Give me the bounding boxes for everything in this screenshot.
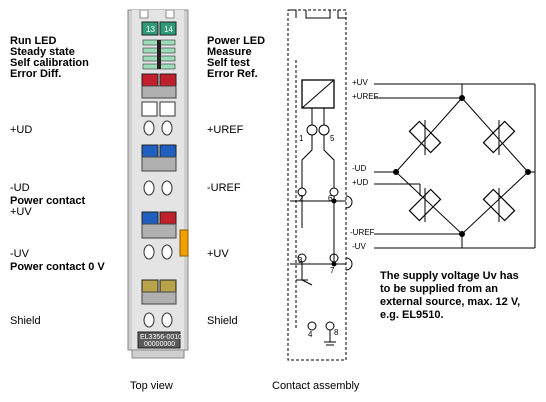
label-power-contact: Power contact [10, 195, 86, 207]
label-error-diff: Error Diff. [10, 68, 62, 80]
caption-contact-assembly: Contact assembly [272, 380, 360, 392]
label-plus-uv: +UV [10, 206, 32, 218]
pin-7: 7 [330, 266, 335, 275]
label-steady-state: Steady state [10, 46, 75, 58]
label-plus-uv-right: +UV [207, 248, 229, 260]
pin-3: 3 [298, 256, 303, 265]
bridge-label-plus-uv: +UV [352, 78, 368, 87]
terminal-serial-label: 00000000 [144, 341, 176, 348]
bridge-label-minus-uref: -UREF [350, 228, 375, 237]
bridge-label-minus-ud: -UD [352, 164, 367, 173]
label-self-test: Self test [207, 57, 250, 69]
pin-1: 1 [299, 134, 304, 143]
label-run-led: Run LED [10, 35, 57, 47]
terminal-top-view [127, 9, 189, 359]
bridge-label-plus-ud: +UD [352, 178, 369, 187]
label-self-calibration: Self calibration [10, 57, 89, 69]
supply-voltage-note: The supply voltage Uv has to be supplied… [380, 270, 521, 321]
label-power-led: Power LED [207, 35, 266, 47]
contact-assembly [287, 9, 353, 361]
caption-top-view: Top view [130, 380, 173, 392]
label-measure: Measure [207, 46, 252, 58]
label-plus-ud: +UD [10, 124, 33, 136]
bridge-label-minus-uv: -UV [352, 242, 366, 251]
label-error-ref: Error Ref. [207, 68, 258, 80]
pin-2: 2 [299, 194, 304, 203]
label-minus-ud: -UD [10, 182, 30, 194]
label-shield-right: Shield [207, 315, 238, 327]
pin-4: 4 [308, 330, 313, 339]
pin-6: 6 [328, 194, 333, 203]
bridge-label-plus-uref: +UREF [352, 92, 379, 101]
led-label-14: 14 [164, 25, 173, 34]
pin-8: 8 [334, 328, 339, 337]
label-plus-uref: +UREF [207, 124, 244, 136]
led-label-13: 13 [146, 25, 155, 34]
label-shield-left: Shield [10, 315, 41, 327]
label-minus-uref: -UREF [207, 182, 241, 194]
label-minus-uv: -UV [10, 248, 29, 260]
pin-5: 5 [330, 134, 335, 143]
label-power-contact-0v: Power contact 0 V [10, 261, 105, 273]
bridge-circuit [374, 83, 536, 249]
terminal-model-label: EL3356-0010 [140, 334, 183, 341]
